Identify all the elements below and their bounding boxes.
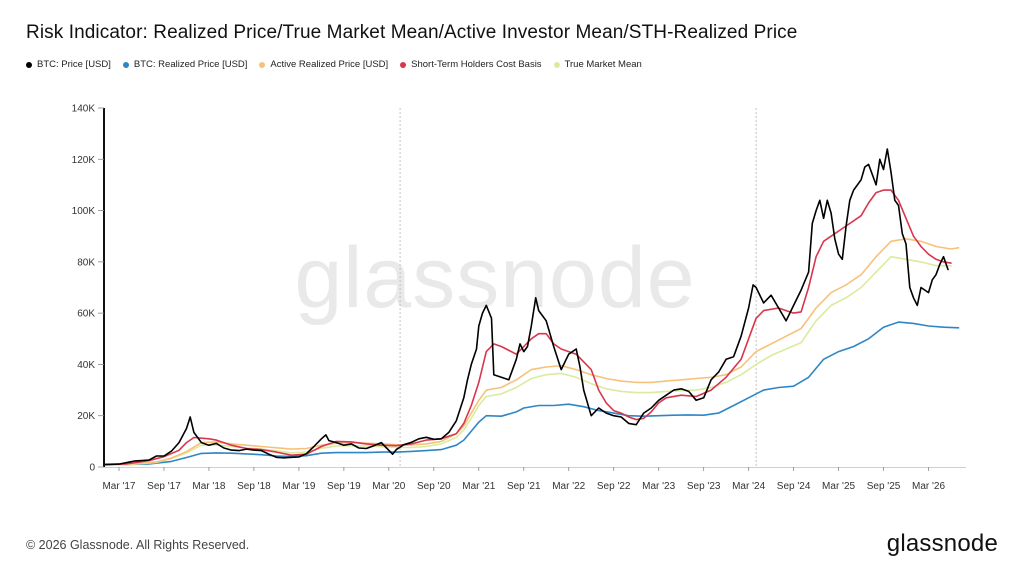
legend-item-true-market-mean[interactable]: True Market Mean (553, 59, 642, 70)
x-tick-label: Sep '23 (687, 481, 721, 492)
x-tick-label: Mar '23 (642, 481, 675, 492)
x-tick-label: Sep '24 (777, 481, 811, 492)
x-tick-label: Mar '20 (372, 481, 405, 492)
x-tick-label: Sep '18 (237, 481, 271, 492)
x-tick-label: Mar '24 (732, 481, 765, 492)
y-tick-label: 0 (89, 463, 95, 474)
x-tick-label: Sep '19 (327, 481, 361, 492)
x-tick-label: Mar '25 (822, 481, 855, 492)
series-line-short-term-holders-cost-basis (103, 189, 952, 466)
y-tick-label: 140K (72, 104, 96, 115)
y-tick-label: 80K (77, 257, 95, 268)
legend-item-realized-price[interactable]: BTC: Realized Price [USD] (122, 59, 248, 70)
legend-dot-icon (259, 61, 266, 68)
legend-dot-icon (553, 61, 560, 68)
legend-label: Active Realized Price [USD] (270, 59, 389, 70)
x-tick-label: Sep '17 (147, 481, 181, 492)
y-tick-label: 20K (77, 411, 95, 422)
y-tick-label: 100K (72, 206, 96, 217)
x-tick-label: Mar '26 (912, 481, 945, 492)
x-tick-label: Sep '20 (417, 481, 451, 492)
chart-legend: BTC: Price [USD] BTC: Realized Price [US… (26, 59, 642, 70)
y-tick-label: 120K (72, 155, 96, 166)
x-tick-label: Sep '25 (867, 481, 901, 492)
x-tick-label: Mar '19 (282, 481, 315, 492)
legend-dot-icon (26, 61, 32, 68)
chart-title: Risk Indicator: Realized Price/True Mark… (26, 22, 798, 43)
x-tick-label: Sep '21 (507, 481, 541, 492)
legend-item-sth-cost-basis[interactable]: Short-Term Holders Cost Basis (400, 59, 542, 70)
legend-label: BTC: Realized Price [USD] (133, 59, 248, 70)
y-tick-label: 40K (77, 360, 95, 371)
x-tick-label: Mar '18 (192, 481, 225, 492)
legend-dot-icon (122, 61, 129, 68)
series-line-true-market-mean (103, 255, 952, 466)
y-tick-label: 60K (77, 309, 95, 320)
legend-label: True Market Mean (564, 59, 642, 70)
series-line-active-realized-price-usd (103, 238, 960, 466)
legend-item-active-realized-price[interactable]: Active Realized Price [USD] (259, 59, 388, 70)
legend-label: BTC: Price [USD] (37, 59, 111, 70)
x-tick-label: Mar '17 (102, 481, 135, 492)
x-tick-label: Sep '22 (597, 481, 631, 492)
x-tick-label: Mar '21 (462, 481, 495, 492)
series-line-btc-realized-price-usd (103, 321, 960, 466)
legend-label: Short-Term Holders Cost Basis (411, 59, 542, 70)
brand-logo[interactable]: glassnode (886, 530, 998, 557)
watermark: glassnode (294, 230, 695, 326)
legend-dot-icon (400, 61, 407, 68)
axes-layer: 0 20K 40K 60K 80K 100K 120K 140K Mar '17 Sep '17 M… (72, 104, 966, 492)
copyright-text: © 2026 Glassnode. All Rights Reserved. (26, 538, 250, 552)
series-layer (103, 148, 960, 466)
x-tick-label: Mar '22 (552, 481, 585, 492)
legend-item-btc-price[interactable]: BTC: Price [USD] (26, 59, 111, 70)
series-line-btc-price-usd (103, 148, 949, 466)
